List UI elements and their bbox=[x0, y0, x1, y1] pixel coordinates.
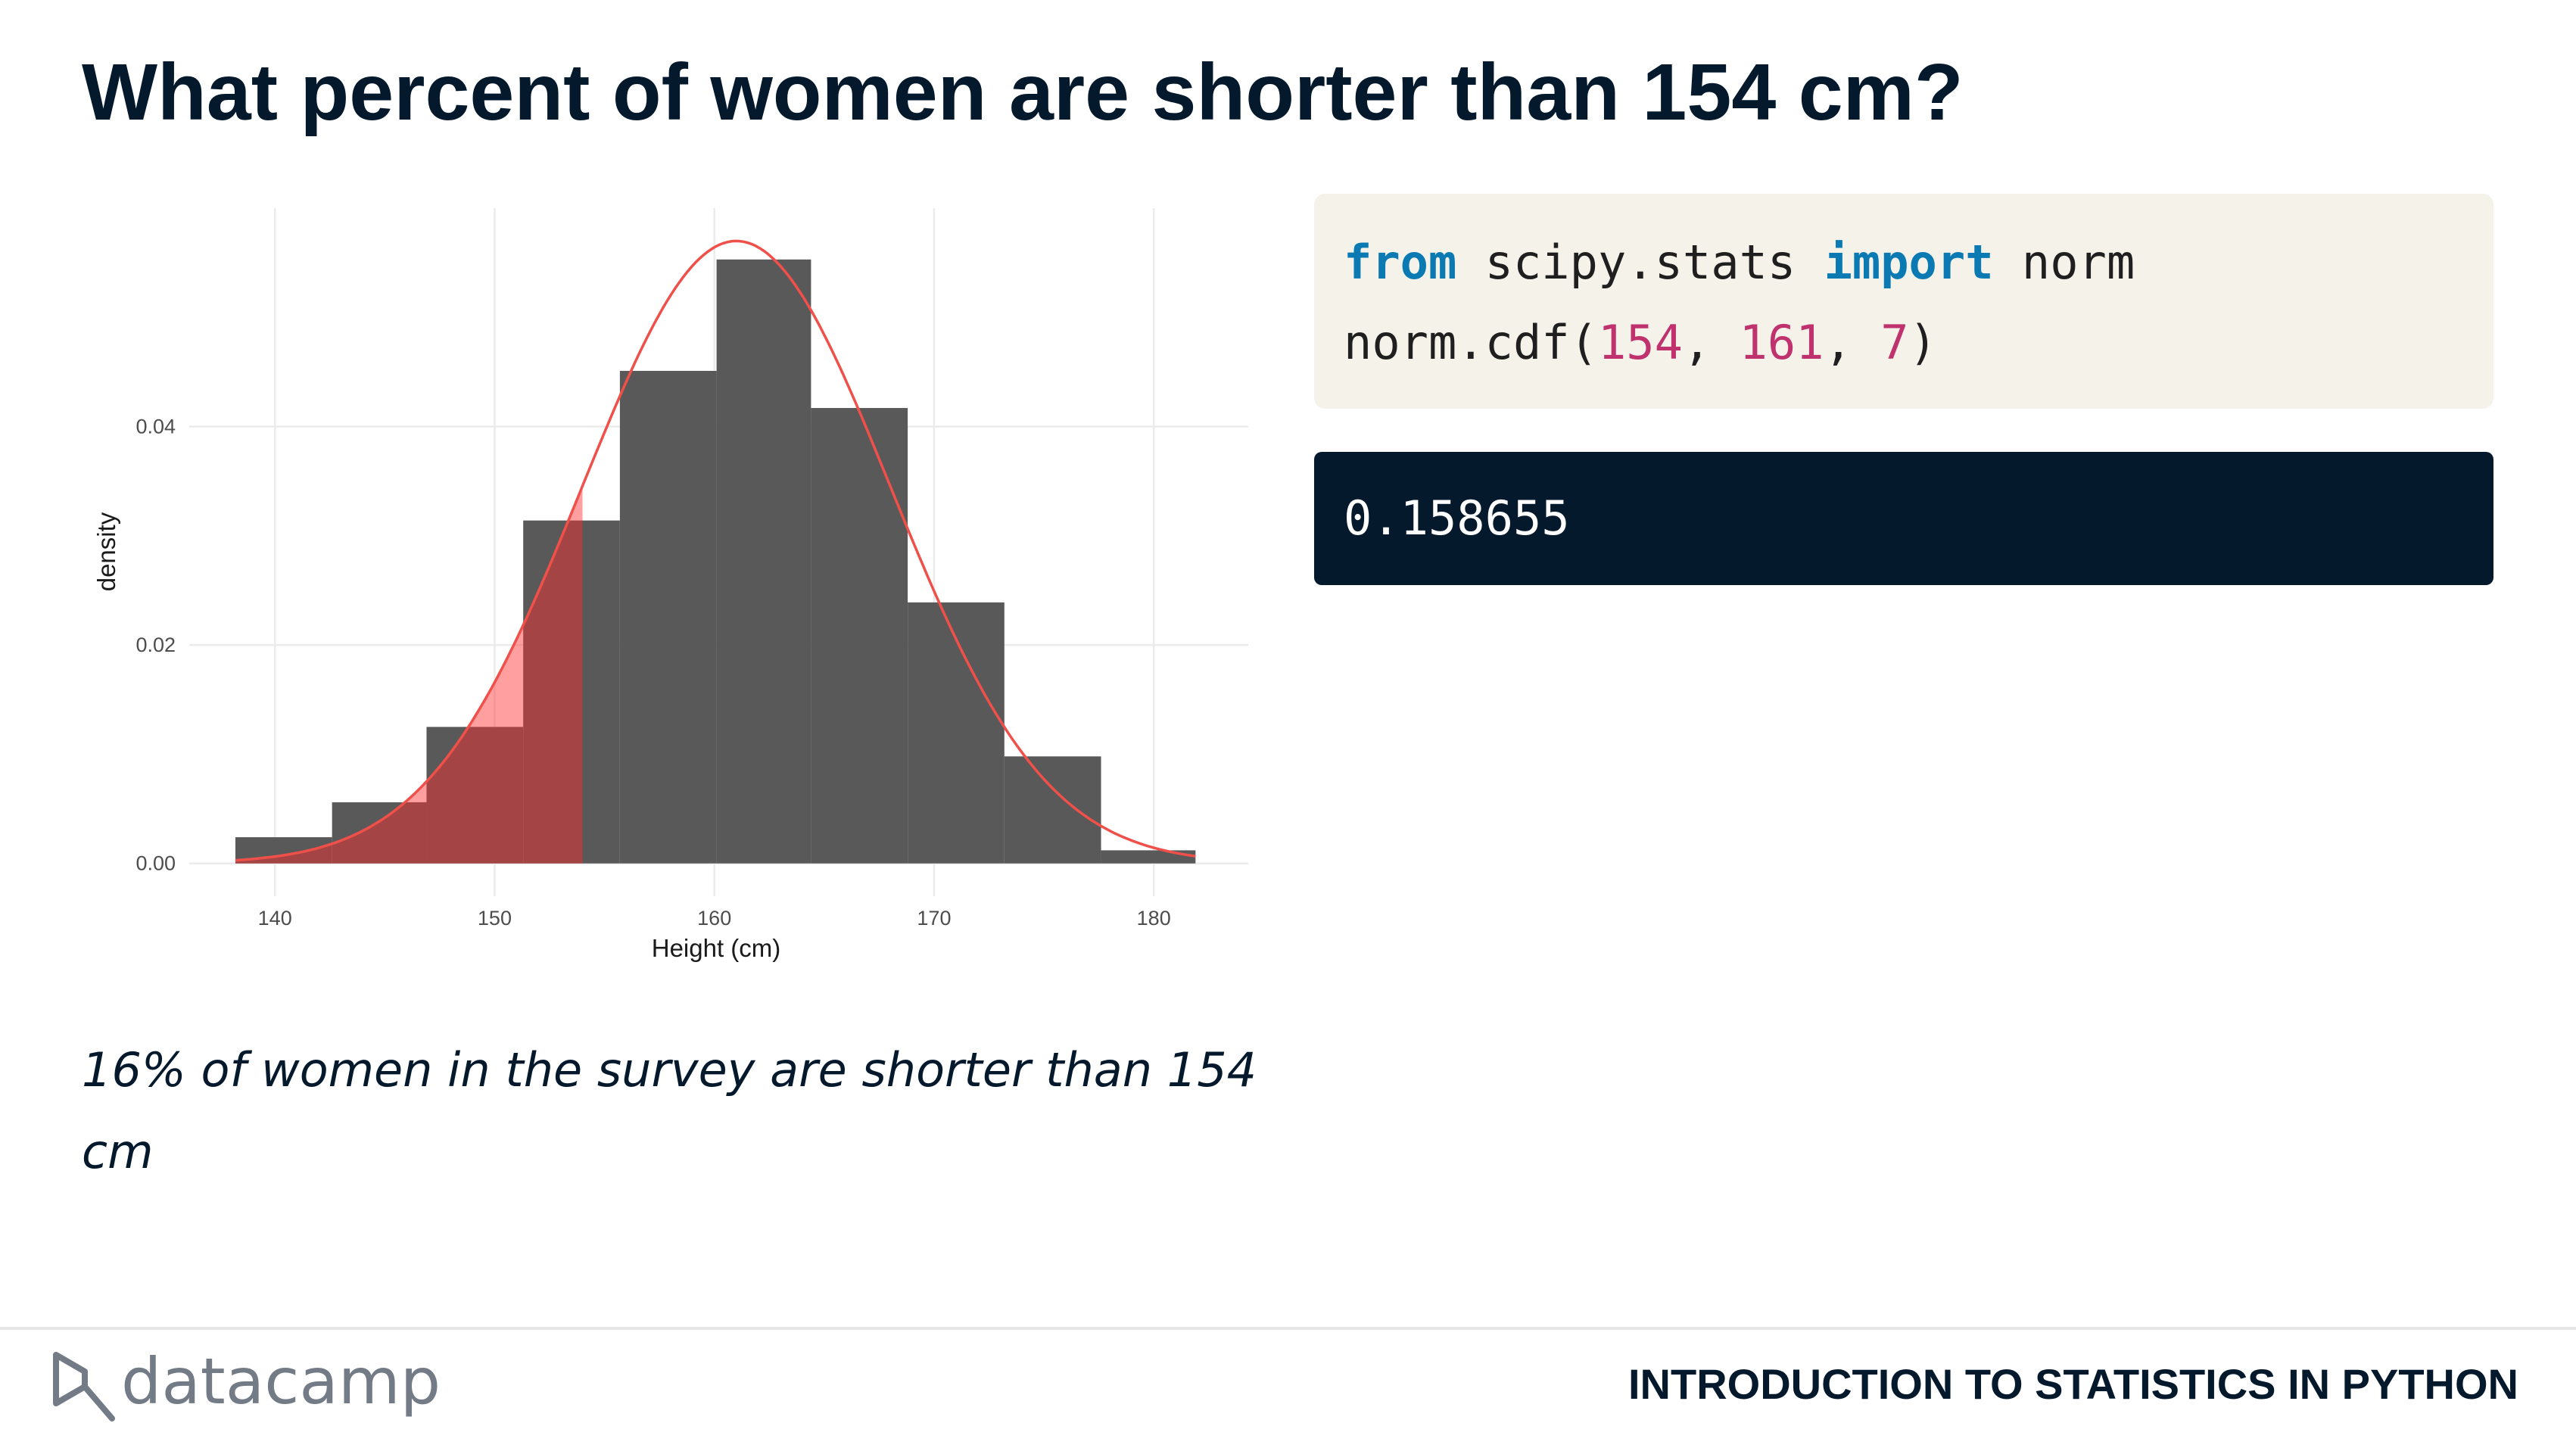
brand-name: datacamp bbox=[121, 1344, 441, 1418]
code-token: ) bbox=[1908, 315, 1937, 370]
code-output: 0.158655 bbox=[1314, 452, 2493, 585]
histogram-bar bbox=[811, 408, 908, 864]
histogram-bar bbox=[1004, 756, 1101, 864]
shaded-area bbox=[235, 486, 583, 864]
code-token: , bbox=[1824, 315, 1881, 370]
code-token: import bbox=[1824, 235, 1994, 290]
x-tick-label: 150 bbox=[478, 907, 512, 929]
code-token: norm bbox=[1993, 235, 2135, 290]
y-tick-label: 0.04 bbox=[135, 416, 176, 438]
x-tick-label: 160 bbox=[697, 907, 731, 929]
histogram-bar bbox=[1101, 850, 1196, 864]
code-token: 7 bbox=[1880, 315, 1909, 370]
code-line: norm.cdf(154, 161, 7) bbox=[1344, 303, 2493, 383]
code-line: from scipy.stats import norm bbox=[1344, 223, 2493, 303]
chart: 140 150 160 170 180 0.00 0.02 0.04 Height (cm) de… bbox=[92, 208, 1248, 962]
logo-mark bbox=[53, 1352, 115, 1421]
x-tick-label: 180 bbox=[1137, 907, 1171, 929]
x-tick-label: 170 bbox=[917, 907, 951, 929]
code-token: 161 bbox=[1739, 315, 1824, 370]
footer-rule bbox=[0, 1327, 2576, 1330]
histogram-bar bbox=[908, 602, 1005, 864]
code-token: from bbox=[1344, 235, 1457, 290]
histogram-bar bbox=[426, 727, 524, 864]
x-tick-label: 140 bbox=[258, 907, 292, 929]
histogram-bar bbox=[619, 370, 717, 864]
code-token: norm.cdf( bbox=[1344, 315, 1598, 370]
density-curve bbox=[235, 239, 1196, 862]
histogram-bar bbox=[716, 259, 811, 864]
logo-icon bbox=[53, 1352, 115, 1421]
code-token: , bbox=[1682, 315, 1740, 370]
slide-title: What percent of women are shorter than 1… bbox=[82, 48, 1964, 137]
y-axis-title: density bbox=[92, 512, 120, 591]
code-block: from scipy.stats import norm norm.cdf(154… bbox=[1314, 194, 2493, 409]
x-axis-title: Height (cm) bbox=[652, 934, 781, 962]
course-title: INTRODUCTION TO STATISTICS IN PYTHON bbox=[1628, 1360, 2518, 1408]
y-tick-label: 0.02 bbox=[135, 634, 176, 656]
code-token: 154 bbox=[1597, 315, 1683, 370]
y-tick-label: 0.00 bbox=[135, 852, 176, 875]
histogram-bar bbox=[332, 802, 427, 864]
histogram-bar bbox=[523, 520, 620, 864]
caption: 16% of women in the survey are shorter t… bbox=[82, 1042, 1257, 1179]
code-token: scipy.stats bbox=[1456, 235, 1824, 290]
